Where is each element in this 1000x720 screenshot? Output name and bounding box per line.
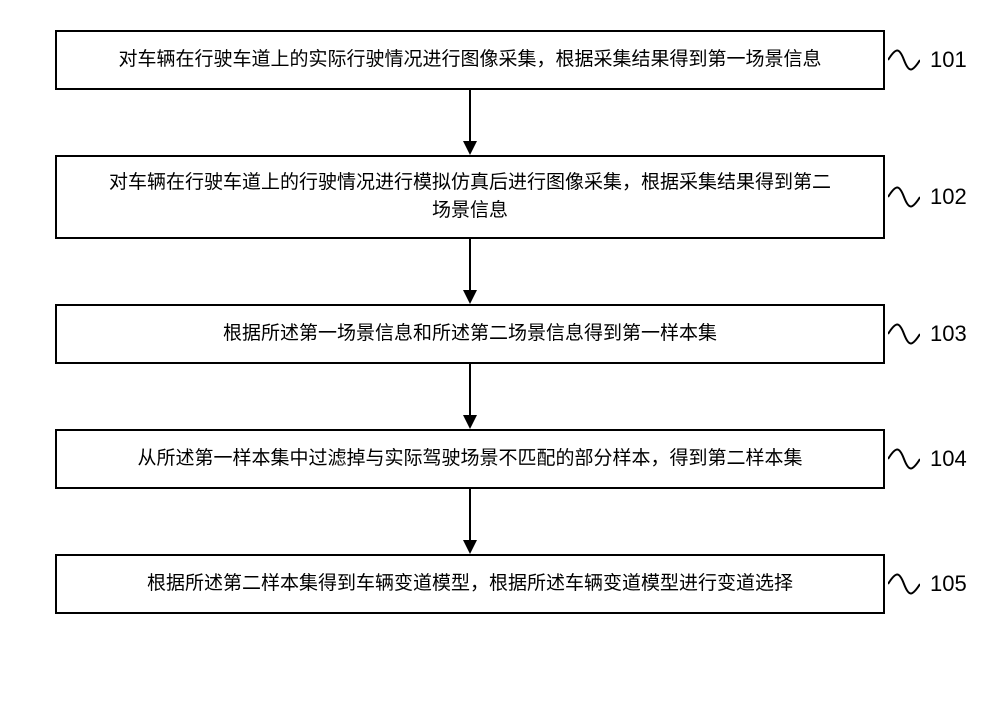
arrow-line-3 bbox=[469, 489, 471, 540]
step-label-102: 102 bbox=[930, 184, 967, 210]
connector-curve-103 bbox=[888, 320, 920, 348]
flowchart-canvas: 对车辆在行驶车道上的实际行驶情况进行图像采集，根据采集结果得到第一场景信息 101… bbox=[0, 0, 1000, 720]
connector-curve-101 bbox=[888, 46, 920, 74]
step-box-105: 根据所述第二样本集得到车辆变道模型，根据所述车辆变道模型进行变道选择 bbox=[55, 554, 885, 614]
connector-curve-104 bbox=[888, 445, 920, 473]
step-text-105: 根据所述第二样本集得到车辆变道模型，根据所述车辆变道模型进行变道选择 bbox=[147, 570, 793, 599]
arrow-head-0 bbox=[463, 141, 477, 155]
arrow-line-2 bbox=[469, 364, 471, 415]
step-label-103: 103 bbox=[930, 321, 967, 347]
arrow-head-3 bbox=[463, 540, 477, 554]
arrow-head-2 bbox=[463, 415, 477, 429]
arrow-line-1 bbox=[469, 239, 471, 290]
step-box-101: 对车辆在行驶车道上的实际行驶情况进行图像采集，根据采集结果得到第一场景信息 bbox=[55, 30, 885, 90]
arrow-line-0 bbox=[469, 90, 471, 141]
step-box-104: 从所述第一样本集中过滤掉与实际驾驶场景不匹配的部分样本，得到第二样本集 bbox=[55, 429, 885, 489]
step-label-104: 104 bbox=[930, 446, 967, 472]
step-text-103: 根据所述第一场景信息和所述第二场景信息得到第一样本集 bbox=[223, 320, 717, 349]
step-label-101: 101 bbox=[930, 47, 967, 73]
connector-curve-105 bbox=[888, 570, 920, 598]
arrow-head-1 bbox=[463, 290, 477, 304]
step-box-103: 根据所述第一场景信息和所述第二场景信息得到第一样本集 bbox=[55, 304, 885, 364]
step-text-102: 对车辆在行驶车道上的行驶情况进行模拟仿真后进行图像采集，根据采集结果得到第二场景… bbox=[109, 169, 831, 226]
step-text-101: 对车辆在行驶车道上的实际行驶情况进行图像采集，根据采集结果得到第一场景信息 bbox=[118, 46, 821, 75]
step-box-102: 对车辆在行驶车道上的行驶情况进行模拟仿真后进行图像采集，根据采集结果得到第二场景… bbox=[55, 155, 885, 239]
connector-curve-102 bbox=[888, 183, 920, 211]
step-label-105: 105 bbox=[930, 571, 967, 597]
step-text-104: 从所述第一样本集中过滤掉与实际驾驶场景不匹配的部分样本，得到第二样本集 bbox=[137, 445, 802, 474]
